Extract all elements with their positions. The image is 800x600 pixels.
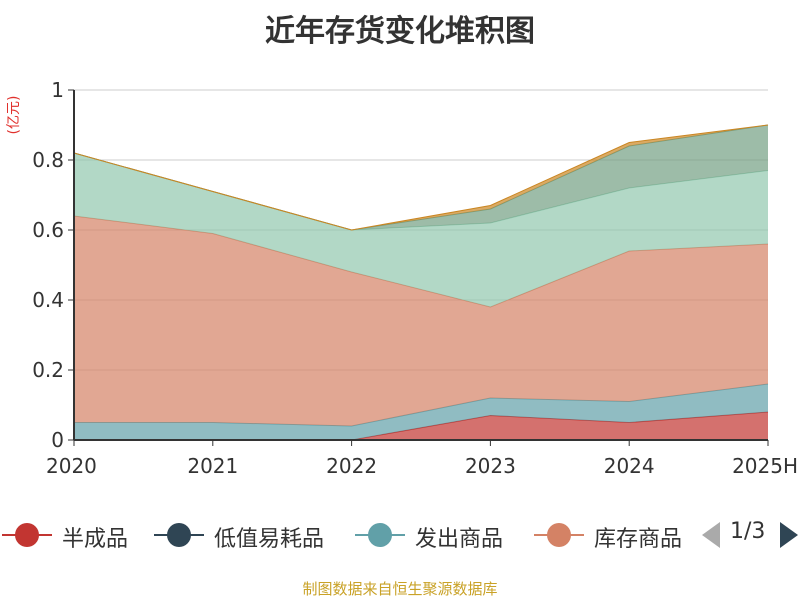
legend-label: 发出商品: [415, 527, 504, 552]
x-tick-label: 2022: [326, 454, 377, 478]
y-tick-label: 1: [51, 78, 64, 102]
y-tick-label: 0.6: [32, 218, 64, 242]
legend-label: 库存商品: [594, 527, 683, 552]
legend-dot: [15, 523, 39, 547]
legend-dot: [547, 523, 571, 547]
x-tick-label: 2020: [46, 454, 97, 478]
legend-next-page-icon[interactable]: [780, 522, 798, 548]
legend-dot: [167, 523, 191, 547]
y-tick-label: 0.4: [32, 288, 64, 312]
legend-label: 半成品: [62, 527, 129, 552]
area-series-5[interactable]: [74, 125, 768, 230]
x-tick-label: 2025H: [732, 454, 798, 478]
y-tick-label: 0.8: [32, 148, 64, 172]
area-series-4[interactable]: [74, 153, 768, 307]
area-series-3[interactable]: [74, 216, 768, 426]
legend-pager: 1/3: [700, 515, 800, 555]
y-unit-label: (亿元): [6, 96, 22, 135]
area-series-0[interactable]: [74, 412, 768, 440]
area-series-6[interactable]: [74, 125, 768, 230]
x-tick-label: 2024: [604, 454, 655, 478]
data-source-note: 制图数据来自恒生聚源数据库: [302, 580, 498, 598]
legend-page-indicator: 1/3: [730, 519, 766, 544]
y-tick-label: 0: [51, 428, 64, 452]
y-tick-label: 0.2: [32, 358, 64, 382]
x-tick-label: 2021: [187, 454, 238, 478]
legend: 半成品 低值易耗品 发出商品 库存商品: [0, 515, 700, 555]
area-series-line-6: [73, 124, 769, 231]
x-tick-label: 2023: [465, 454, 516, 478]
legend-label: 低值易耗品: [214, 527, 325, 552]
legend-prev-page-icon[interactable]: [702, 522, 720, 548]
chart-title: 近年存货变化堆积图: [265, 14, 535, 49]
legend-dot: [368, 523, 392, 547]
